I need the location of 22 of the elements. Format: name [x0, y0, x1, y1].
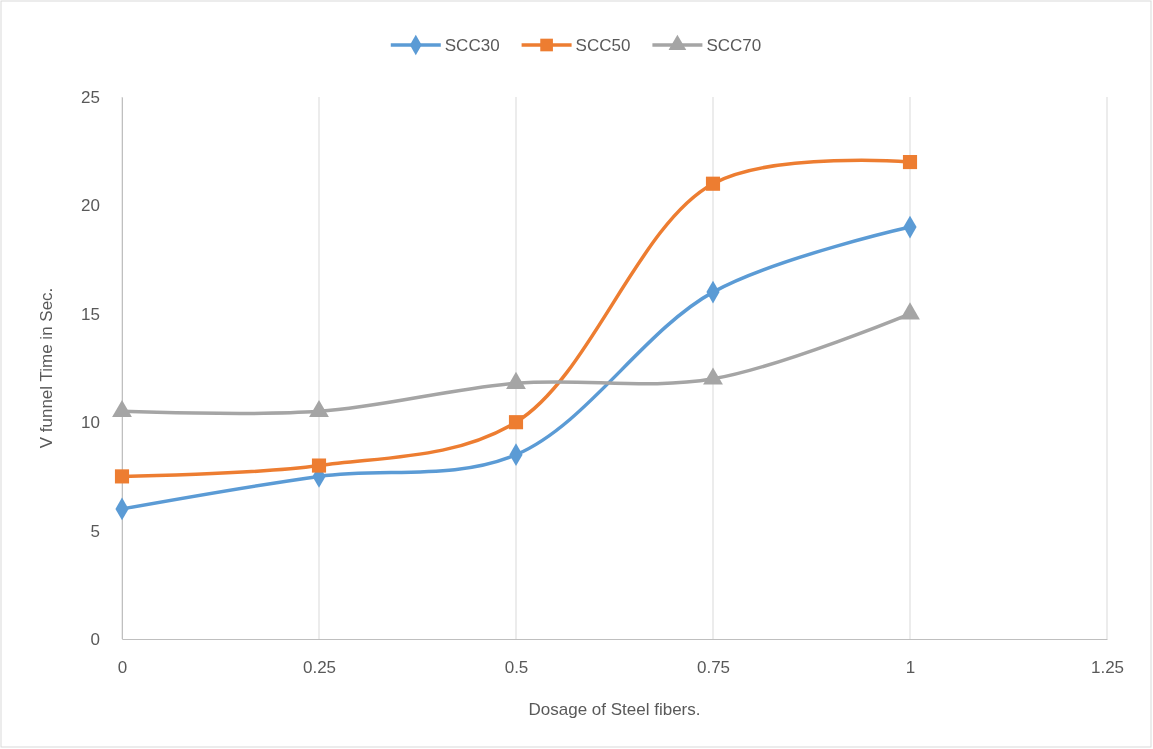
y-tick-label: 25	[81, 87, 100, 107]
x-axis-title: Dosage of Steel fibers.	[528, 700, 701, 719]
x-tick-label: 1	[905, 658, 916, 678]
x-tick-label: 0.25	[302, 658, 337, 678]
x-tick-label: 0	[117, 658, 128, 678]
y-axis-title: V funnel Time in Sec.	[37, 287, 56, 449]
y-tick-label: 20	[81, 196, 100, 216]
x-tick-label: 0.75	[696, 658, 731, 678]
y-tick-label: 5	[90, 521, 100, 541]
y-tick-label: 15	[81, 304, 100, 324]
point	[311, 458, 327, 473]
y-tick-label: 10	[81, 413, 100, 433]
y-tick-label: 0	[90, 629, 100, 649]
x-tick-label: 0.5	[504, 658, 529, 678]
legend-label: SCC70	[706, 36, 762, 55]
point	[114, 469, 130, 484]
legend-label: SCC30	[444, 36, 500, 55]
point	[508, 415, 524, 430]
x-tick-label: 1.25	[1090, 658, 1125, 678]
point	[705, 176, 721, 191]
legend-label: SCC50	[575, 36, 631, 55]
point	[902, 154, 918, 170]
